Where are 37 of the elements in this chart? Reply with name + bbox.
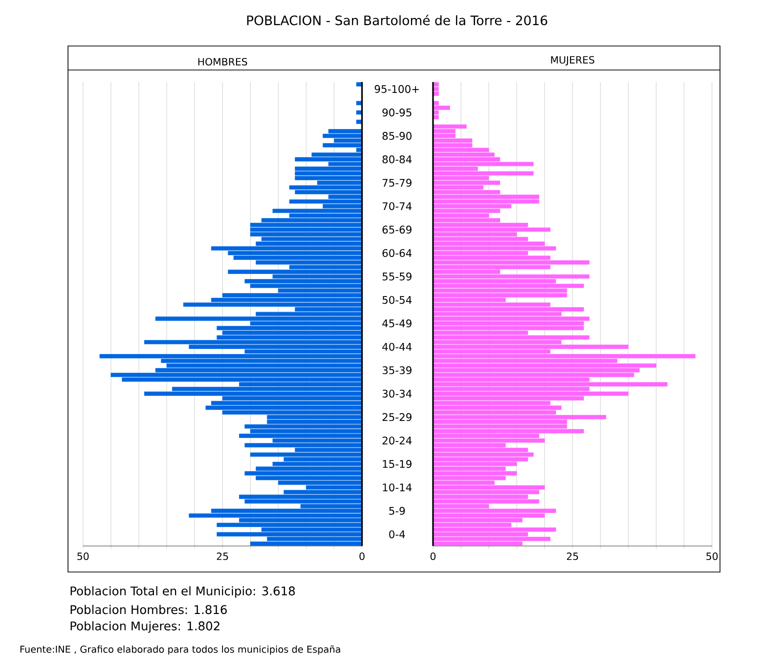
x-tick-label: 50 bbox=[77, 552, 89, 560]
text: POBLACION - San Bartolomé de la Torre - 2016 bbox=[247, 14, 548, 26]
y-tick-label: 40-44 bbox=[382, 342, 412, 351]
y-tick-label: 5-9 bbox=[389, 506, 405, 515]
y-tick-label: 25-29 bbox=[382, 413, 412, 422]
bar bbox=[356, 120, 362, 124]
y-tick-label: 0-4 bbox=[389, 530, 405, 538]
source-note: Fuente:INE , Grafico elaborado para todos los municipios de España bbox=[20, 645, 340, 655]
y-tick-label: 55-59 bbox=[382, 272, 412, 280]
text: Poblacion Total en el Municipio: 3.618 bbox=[70, 586, 295, 598]
y-tick-label: 75-79 bbox=[382, 178, 412, 187]
y-tick-label: 10-14 bbox=[382, 483, 412, 492]
y-tick-label: 70-74 bbox=[382, 202, 412, 210]
x-tick-label: 25 bbox=[216, 552, 228, 560]
y-tick-label: 35-39 bbox=[382, 366, 412, 374]
text: Poblacion Hombres: 1.816 bbox=[70, 604, 227, 614]
bar bbox=[356, 100, 362, 106]
y-tick-label: 50-54 bbox=[382, 296, 412, 304]
y-tick-label: 90-95 bbox=[382, 108, 412, 116]
y-tick-label: 60-64 bbox=[382, 249, 412, 258]
text: Poblacion Mujeres: 1.802 bbox=[70, 621, 220, 633]
x-tick-label: 50 bbox=[706, 552, 718, 560]
bar bbox=[356, 82, 362, 86]
y-tick-label: 85-90 bbox=[382, 132, 412, 140]
chart-title: HOMBRES bbox=[198, 58, 248, 66]
bar bbox=[356, 110, 362, 115]
chart-title: MUJERES bbox=[551, 56, 594, 66]
y-tick-label: 80-84 bbox=[382, 155, 412, 164]
y-tick-label: 15-19 bbox=[382, 460, 412, 468]
x-tick-label: 25 bbox=[566, 552, 578, 560]
y-tick-label: 45-49 bbox=[382, 319, 412, 328]
y-tick-label: 30-34 bbox=[382, 390, 412, 398]
y-tick-label: 65-69 bbox=[382, 226, 412, 234]
y-tick-label: 20-24 bbox=[382, 436, 412, 444]
y-tick-label: 95-100+ bbox=[374, 85, 419, 93]
x-tick-label: 0 bbox=[359, 552, 365, 560]
x-tick-label: 0 bbox=[430, 552, 436, 560]
